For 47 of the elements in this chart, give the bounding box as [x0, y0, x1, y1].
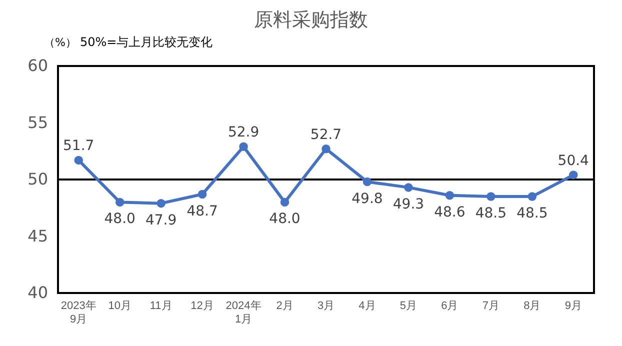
- y-tick-label: 50: [28, 170, 48, 189]
- point: [198, 190, 207, 199]
- data-label: 48.7: [186, 203, 218, 220]
- data-label: 47.9: [145, 212, 177, 228]
- point: [156, 198, 166, 208]
- data-label: 52.9: [228, 124, 260, 141]
- x-tick-label: 6月: [441, 300, 458, 312]
- point: [280, 198, 290, 207]
- point: [239, 142, 248, 151]
- x-tick-label: 2023年 9月: [60, 300, 96, 326]
- x-tick-label: 4月: [358, 300, 376, 312]
- y-tick-label: 60: [28, 56, 48, 76]
- x-tick-label: 2024年 1月: [226, 300, 262, 326]
- point: [445, 191, 454, 200]
- y-tick-label: 55: [28, 112, 48, 132]
- data-label: 48.0: [104, 211, 136, 228]
- x-tick-label: 3月: [317, 300, 335, 312]
- x-tick-label: 11月: [150, 300, 172, 312]
- y-axis-title: （%）: [44, 36, 76, 49]
- data-label: 52.7: [310, 126, 342, 143]
- point: [322, 144, 330, 154]
- point: [486, 192, 496, 201]
- point: [74, 156, 83, 165]
- text: 50%=与上月比较无变化: [80, 35, 213, 49]
- data-label: 49.8: [352, 190, 383, 207]
- x-tick-label: 12月: [190, 300, 214, 312]
- point: [404, 183, 413, 192]
- point: [569, 170, 578, 180]
- x-tick-label: 8月: [524, 300, 541, 312]
- y-tick-label: 40: [28, 283, 48, 302]
- x-tick-label: 9月: [564, 300, 582, 312]
- point: [528, 192, 537, 201]
- data-label: 48.6: [434, 204, 466, 220]
- data-label: 50.4: [558, 152, 590, 169]
- x-tick-label: 5月: [400, 300, 418, 312]
- x-tick-label: 10月: [108, 300, 132, 312]
- x-tick-label: 7月: [482, 300, 500, 312]
- chart-title: 原料采购指数: [254, 9, 368, 31]
- data-label: 48.5: [475, 206, 507, 222]
- x-tick-label: 2月: [276, 300, 294, 312]
- point: [115, 198, 124, 207]
- data-label: 49.3: [392, 196, 424, 212]
- data-label: 51.7: [63, 138, 94, 154]
- y-tick-label: 45: [28, 226, 48, 246]
- data-label: 48.0: [269, 211, 300, 228]
- data-label: 48.5: [516, 206, 548, 222]
- point: [362, 177, 372, 186]
